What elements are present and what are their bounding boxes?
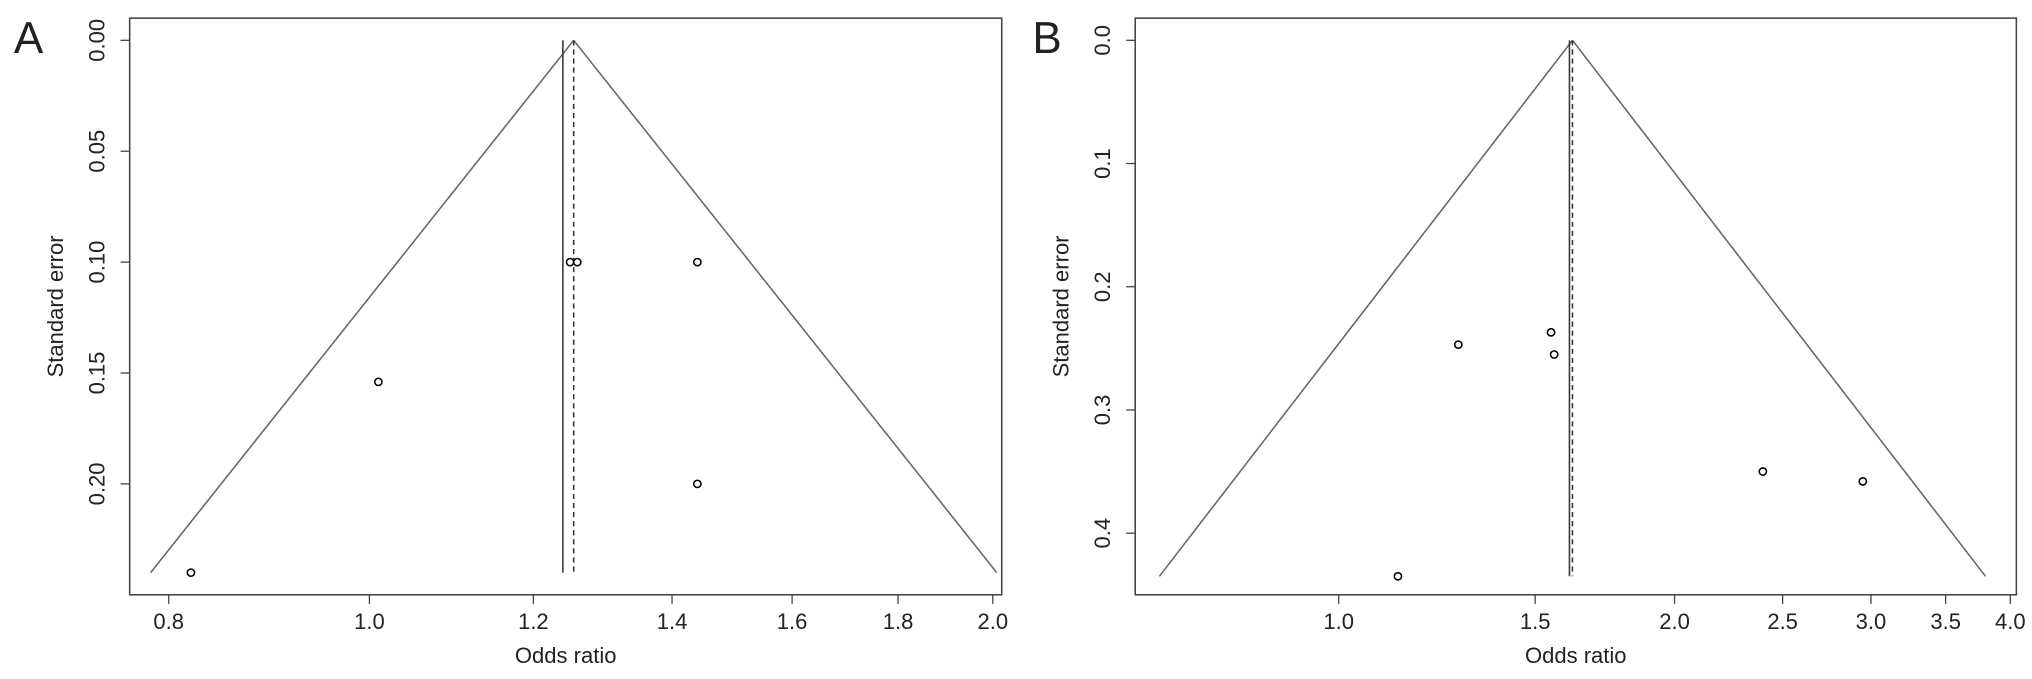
study-point xyxy=(572,257,582,267)
x-tick-label: 1.0 xyxy=(1323,609,1354,634)
x-tick-label: 1.8 xyxy=(883,609,914,634)
x-tick-label: 1.6 xyxy=(777,609,808,634)
y-tick-label: 0.05 xyxy=(84,130,109,173)
y-tick-label: 0.20 xyxy=(84,462,109,505)
x-tick-label: 1.4 xyxy=(657,609,688,634)
x-tick-label: 2.0 xyxy=(1659,609,1690,634)
study-point xyxy=(1758,467,1768,476)
x-tick-label: 0.8 xyxy=(153,609,184,634)
study-point xyxy=(1549,350,1559,359)
funnel-left xyxy=(150,39,575,574)
x-axis-title: Odds ratio xyxy=(515,643,617,668)
x-tick-label: 1.0 xyxy=(354,609,385,634)
y-tick-label: 0.4 xyxy=(1090,518,1115,549)
x-tick-label: 1.2 xyxy=(518,609,549,634)
x-tick-label: 2.5 xyxy=(1767,609,1798,634)
study-point xyxy=(1858,477,1868,486)
plot-frame xyxy=(1134,17,2018,596)
x-tick-label: 2.0 xyxy=(977,609,1008,634)
study-point xyxy=(186,568,196,578)
study-point xyxy=(692,479,702,489)
y-axis-title: Standard error xyxy=(1048,235,1073,377)
y-tick-label: 0.0 xyxy=(1090,25,1115,56)
study-point xyxy=(1453,340,1463,350)
study-point xyxy=(1393,571,1403,581)
x-tick-label: 3.0 xyxy=(1856,609,1887,634)
y-axis-title: Standard error xyxy=(43,235,68,377)
plot-frame xyxy=(128,17,1003,596)
y-tick-label: 0.1 xyxy=(1090,148,1115,179)
y-tick-label: 0.15 xyxy=(84,352,109,395)
y-tick-label: 0.10 xyxy=(84,241,109,284)
funnel-left xyxy=(1158,39,1574,577)
panel-label: A xyxy=(14,14,44,63)
x-tick-label: 4.0 xyxy=(1995,609,2026,634)
x-axis-title: Odds ratio xyxy=(1525,643,1627,668)
panel-label: B xyxy=(1032,14,1061,63)
funnel-right xyxy=(573,39,998,574)
x-tick-label: 1.5 xyxy=(1520,609,1551,634)
y-tick-label: 0.00 xyxy=(84,19,109,62)
y-tick-label: 0.2 xyxy=(1090,271,1115,302)
x-tick-label: 3.5 xyxy=(1930,609,1961,634)
study-point xyxy=(692,257,702,267)
funnel-right xyxy=(1571,39,1987,577)
study-point xyxy=(1546,327,1556,337)
study-point xyxy=(373,377,383,387)
study-point xyxy=(565,257,575,267)
y-tick-label: 0.3 xyxy=(1090,395,1115,426)
